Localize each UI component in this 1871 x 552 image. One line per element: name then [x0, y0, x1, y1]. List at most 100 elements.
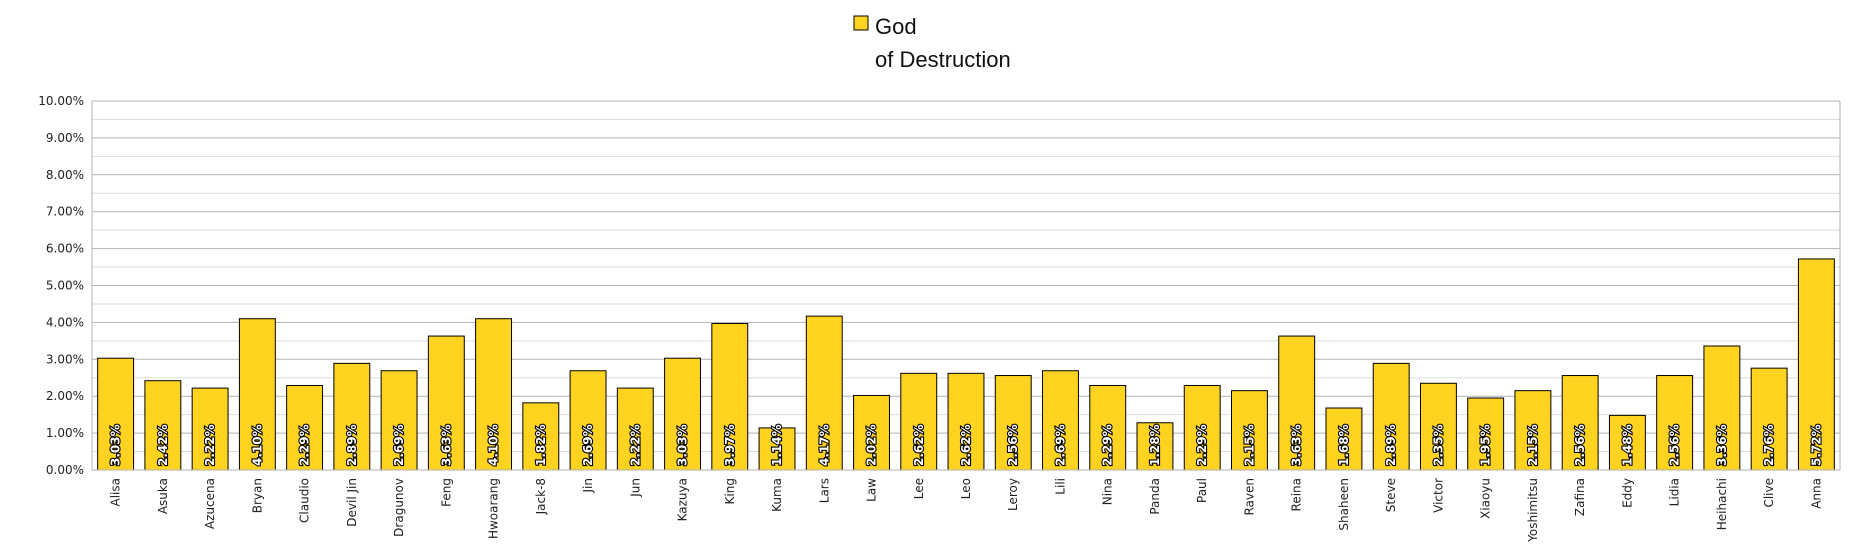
bar-value-label: 3.03% — [109, 424, 123, 466]
bar-hwoarang — [475, 318, 513, 471]
bar-value-label: 2.69% — [1053, 424, 1067, 466]
bar-value-label: 4.10% — [487, 424, 501, 466]
y-tick-label: 8.00% — [46, 168, 84, 182]
x-tick-label: Alisa — [109, 478, 123, 506]
x-tick-label: Lars — [817, 478, 831, 503]
bar-value-label: 2.56% — [1573, 424, 1587, 466]
bar-value-label: 2.89% — [345, 424, 359, 466]
x-tick-label: Dragunov — [392, 478, 406, 537]
bar-value-label: 2.69% — [581, 424, 595, 466]
y-tick-label: 0.00% — [46, 463, 84, 477]
bar-jun — [616, 387, 654, 471]
x-tick-label: Kuma — [770, 478, 784, 512]
bar-yoshimitsu — [1514, 390, 1552, 471]
bar-lee — [900, 372, 938, 471]
bar-value-label: 4.10% — [250, 424, 264, 466]
bar-value-label: 2.69% — [392, 424, 406, 466]
bar-clive — [1750, 367, 1788, 471]
y-tick-label: 3.00% — [46, 352, 84, 366]
bar-value-label: 1.68% — [1337, 424, 1351, 466]
x-tick-label: Paul — [1195, 478, 1209, 503]
x-tick-label: Clive — [1762, 478, 1776, 508]
x-tick-label: Jin — [581, 478, 595, 493]
bar-value-label: 3.63% — [1290, 424, 1304, 466]
y-tick-label: 5.00% — [46, 279, 84, 293]
y-tick-label: 2.00% — [46, 389, 84, 403]
x-tick-label: Leroy — [1006, 478, 1020, 511]
bar-leo — [947, 372, 985, 471]
y-tick-label: 1.00% — [46, 426, 84, 440]
bar-value-label: 2.42% — [156, 424, 170, 466]
bar-eddy — [1608, 414, 1646, 471]
bar-value-label: 2.29% — [1195, 424, 1209, 466]
x-tick-label: Panda — [1148, 478, 1162, 515]
x-tick-label: Lidia — [1668, 478, 1682, 506]
bar-anna — [1797, 258, 1835, 471]
x-tick-label: Steve — [1384, 478, 1398, 512]
x-tick-label: Azucena — [203, 478, 217, 529]
bar-value-label: 3.97% — [723, 424, 737, 466]
bar-value-label: 1.95% — [1479, 424, 1493, 466]
bar-alisa — [97, 357, 135, 471]
bar-bryan — [238, 318, 276, 471]
bars: 3.03% 2.42% 2.22% 4.10% 2.29% 2.89% 2.69% 3.63%… — [92, 258, 1840, 471]
bar-jin — [569, 370, 607, 471]
bar-value-label: 3.03% — [676, 424, 690, 466]
bar-value-label: 2.62% — [912, 424, 926, 466]
bar-value-label: 2.22% — [203, 424, 217, 466]
bar-value-label: 3.36% — [1715, 424, 1729, 466]
bar-value-label: 2.56% — [1668, 424, 1682, 466]
bar-value-label: 2.29% — [1101, 424, 1115, 466]
x-tick-label: Eddy — [1620, 478, 1634, 508]
x-tick-label: Lee — [912, 478, 926, 499]
x-tick-label: Hwoarang — [487, 478, 501, 539]
bar-value-label: 3.63% — [439, 424, 453, 466]
bar-jack-8 — [522, 402, 560, 471]
y-tick-label: 6.00% — [46, 242, 84, 256]
bar-value-label: 2.22% — [628, 424, 642, 466]
bar-steve — [1372, 362, 1410, 471]
bar-paul — [1183, 384, 1221, 471]
x-tick-label: Xiaoyu — [1479, 478, 1493, 519]
bar-value-label: 2.62% — [959, 424, 973, 466]
bar-heihachi — [1703, 345, 1741, 471]
x-tick-label: Bryan — [250, 478, 264, 513]
x-tick-label: Claudio — [298, 478, 312, 523]
legend-swatch — [853, 15, 869, 31]
x-tick-label: Leo — [959, 478, 973, 499]
bar-value-label: 1.48% — [1620, 424, 1634, 466]
x-tick-label: Law — [865, 478, 879, 502]
bar-asuka — [144, 380, 182, 471]
bar-value-label: 4.17% — [817, 424, 831, 466]
legend-label-line-2: of Destruction — [875, 47, 1011, 72]
x-tick-label: Jack-8 — [534, 478, 548, 515]
y-tick-label: 7.00% — [46, 205, 84, 219]
bar-value-label: 2.76% — [1762, 424, 1776, 466]
x-tick-label: Anna — [1809, 478, 1823, 509]
bar-shaheen — [1325, 407, 1363, 471]
y-tick-label: 4.00% — [46, 315, 84, 329]
bar-value-label: 2.89% — [1384, 424, 1398, 466]
x-tick-label: Shaheen — [1337, 478, 1351, 531]
bar-lili — [1042, 370, 1079, 471]
bar-value-label: 2.02% — [865, 424, 879, 466]
x-tick-label: Lili — [1053, 478, 1067, 495]
bar-value-label: 2.15% — [1526, 424, 1540, 466]
bar-xiaoyu — [1467, 397, 1505, 471]
bar-azucena — [191, 387, 229, 471]
x-axis-labels: Alisa Asuka Azucena Bryan Claudio Devil Jin Dr… — [109, 478, 1824, 543]
bar-feng — [427, 335, 465, 471]
x-tick-label: Zafina — [1573, 478, 1587, 516]
x-tick-label: Victor — [1431, 478, 1445, 513]
x-tick-label: Nina — [1101, 478, 1115, 505]
x-tick-label: King — [723, 478, 737, 504]
bar-value-label: 1.14% — [770, 424, 784, 466]
y-tick-label: 9.00% — [46, 131, 84, 145]
bar-law — [853, 394, 890, 471]
x-tick-label: Yoshimitsu — [1526, 478, 1540, 543]
x-tick-label: Jun — [628, 478, 642, 498]
bar-value-label: 2.15% — [1242, 424, 1256, 466]
bar-lidia — [1656, 375, 1694, 471]
